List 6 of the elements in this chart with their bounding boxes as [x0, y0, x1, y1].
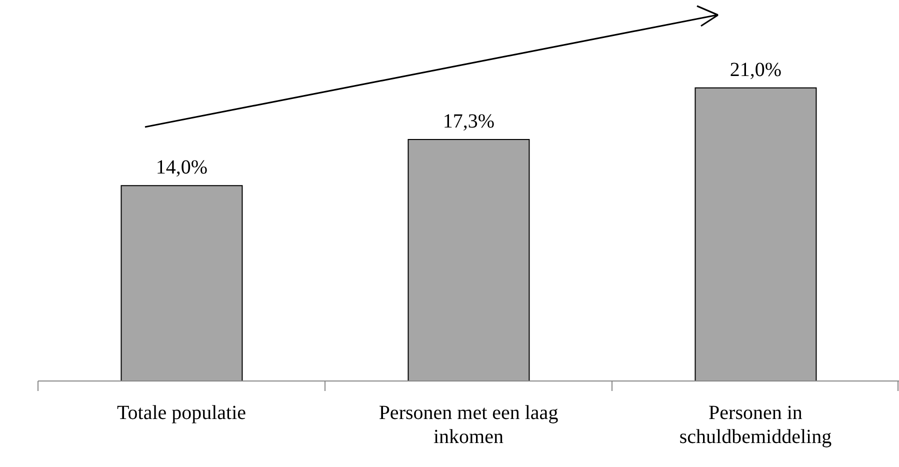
- data-label: 17,3%: [442, 110, 495, 133]
- x-tick-label: Totale populatie: [116, 402, 246, 424]
- x-tick-label: Personen in schuldbemiddeling: [679, 402, 832, 448]
- data-label: 21,0%: [730, 58, 782, 81]
- data-label: 14,0%: [156, 156, 208, 179]
- x-tick-label: Personen met een laag inkomen: [378, 402, 558, 448]
